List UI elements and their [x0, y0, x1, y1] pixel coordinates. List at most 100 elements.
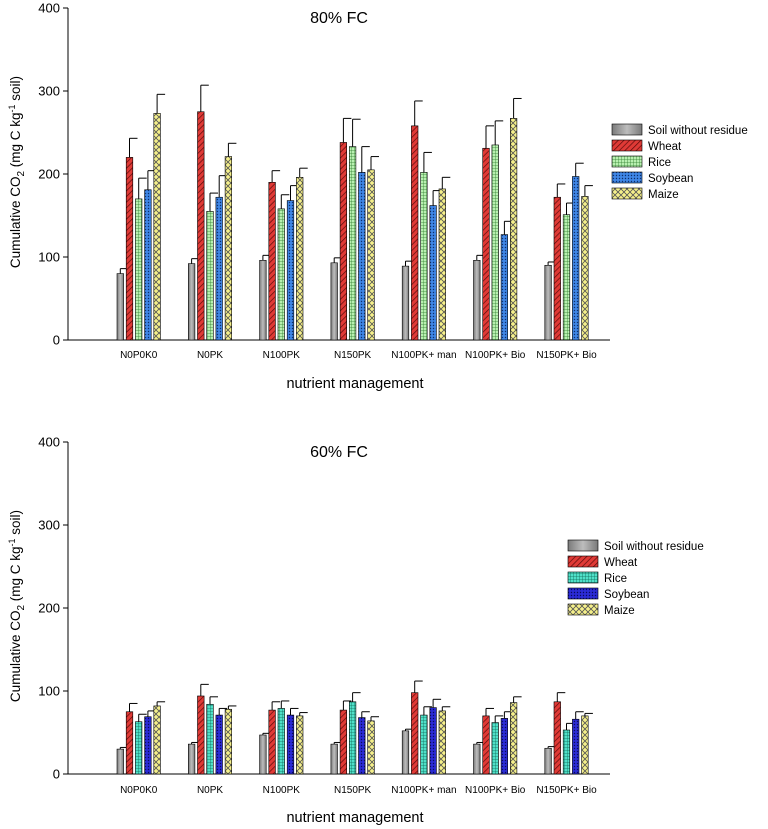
bar-wheat	[268, 182, 276, 341]
bar-soybean	[144, 189, 152, 341]
bar-maize	[296, 177, 304, 341]
bar-soil-without-residue	[188, 743, 196, 775]
bar-rice	[277, 708, 285, 775]
bar-maize	[367, 720, 375, 775]
legend-swatch	[611, 139, 643, 152]
bar-soil-without-residue	[259, 734, 267, 775]
bar-maize	[153, 113, 161, 341]
bar-rice	[135, 198, 143, 341]
legend-label: Wheat	[604, 557, 638, 569]
y-tick-label: 200	[38, 167, 60, 182]
x-tick-label: N100PK+ man	[391, 785, 456, 796]
bar-maize	[581, 196, 589, 341]
bar-wheat	[125, 157, 134, 341]
x-tick-label: N0P0K0	[120, 350, 158, 361]
bar-maize	[224, 708, 233, 775]
bar-maize	[438, 188, 446, 341]
x-tick-label: N150PK	[334, 350, 372, 361]
x-tick-label: N100PK+ Bio	[465, 350, 526, 361]
y-axis-label: Cumulative CO2 (mg C kg-1 soil)	[7, 510, 27, 702]
legend-label: Wheat	[648, 141, 682, 153]
x-tick-label: N100PK+ man	[391, 350, 456, 361]
bar-soybean	[358, 717, 366, 775]
legend-swatch	[567, 571, 599, 584]
bar-wheat	[482, 147, 490, 341]
bar-soil-without-residue	[544, 264, 552, 341]
bar-soybean	[500, 718, 509, 775]
bar-rice	[420, 714, 428, 775]
bar-wheat	[553, 196, 561, 341]
bar-maize	[581, 715, 589, 775]
bar-maize	[509, 702, 518, 775]
bar-wheat	[553, 701, 561, 775]
legend-label: Soil without residue	[604, 541, 704, 553]
bar-wheat	[268, 709, 276, 775]
bar-soil-without-residue	[401, 265, 410, 341]
x-tick-label: N100PK	[263, 350, 301, 361]
x-axis-label: nutrient management	[286, 376, 423, 392]
bar-maize	[509, 118, 518, 341]
bar-soybean	[286, 714, 295, 775]
y-tick-label: 0	[53, 333, 60, 348]
legend-swatch	[567, 587, 599, 600]
bar-soil-without-residue	[544, 747, 552, 775]
x-tick-label: N150PK	[334, 785, 372, 796]
bar-soybean	[572, 718, 580, 775]
legend-label: Soybean	[648, 173, 693, 185]
legend-swatch	[567, 603, 599, 616]
bar-maize	[367, 169, 375, 341]
bar-maize	[224, 156, 233, 341]
chart-60fc: 0 100 200 300 400 60% FC nutrient management Cu…	[7, 435, 704, 827]
bar-wheat	[482, 715, 490, 775]
bar-rice	[206, 211, 214, 341]
bar-soil-without-residue	[473, 743, 481, 775]
legend-swatch	[567, 555, 599, 568]
bar-soybean	[572, 176, 580, 341]
legend-swatch	[611, 171, 643, 184]
x-tick-label: N150PK+ Bio	[536, 350, 597, 361]
y-tick-label: 200	[38, 601, 60, 616]
bar-rice	[491, 722, 499, 775]
bar-wheat	[411, 692, 419, 775]
bar-rice	[135, 721, 143, 775]
bar-wheat	[197, 695, 205, 775]
bar-soybean	[429, 707, 437, 775]
y-tick-label: 300	[38, 518, 60, 533]
bar-soil-without-residue	[116, 748, 124, 775]
bar-wheat	[339, 709, 348, 775]
bar-wheat	[197, 111, 205, 341]
bar-rice	[348, 701, 357, 775]
chart-title: 60% FC	[310, 444, 368, 461]
y-tick-label: 100	[38, 684, 60, 699]
bar-maize	[296, 715, 304, 775]
legend-label: Maize	[648, 189, 679, 201]
y-axis-label: Cumulative CO2 (mg C kg-1 soil)	[7, 76, 27, 268]
bar-soybean	[500, 234, 509, 341]
bar-rice	[420, 172, 428, 341]
bar-maize	[153, 705, 161, 775]
bar-soil-without-residue	[401, 730, 410, 775]
bar-wheat	[411, 125, 419, 341]
x-tick-label: N100PK	[263, 785, 301, 796]
y-tick-label: 400	[38, 435, 60, 450]
x-axis-label: nutrient management	[286, 810, 423, 826]
y-tick-label: 100	[38, 250, 60, 265]
y-tick-label: 300	[38, 84, 60, 99]
bar-soil-without-residue	[188, 263, 196, 341]
legend-swatch	[611, 123, 643, 136]
legend-label: Rice	[648, 157, 671, 169]
bar-rice	[277, 208, 285, 341]
y-tick-label: 400	[38, 1, 60, 16]
bar-soybean	[215, 196, 223, 341]
x-tick-label: N0PK	[197, 350, 223, 361]
chart-80fc: 0 100 200 300 400 80% FC nutrient management Cu…	[7, 1, 748, 393]
bar-wheat	[125, 711, 134, 775]
legend-label: Soybean	[604, 589, 649, 601]
bar-soybean	[286, 200, 295, 341]
bar-rice	[562, 729, 571, 775]
bar-soil-without-residue	[330, 262, 338, 341]
legend-swatch	[611, 187, 643, 200]
legend-label: Soil without residue	[648, 125, 748, 137]
bar-soybean	[429, 205, 437, 341]
